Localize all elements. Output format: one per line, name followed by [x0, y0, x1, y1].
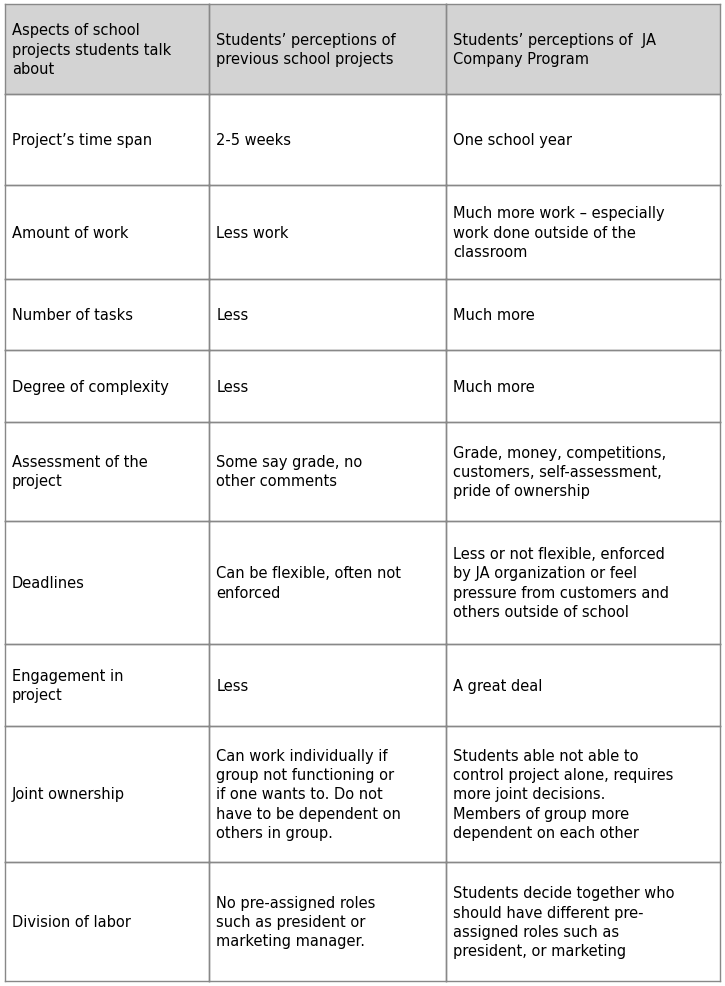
Text: Project’s time span: Project’s time span [12, 133, 152, 148]
Bar [5, 645, 209, 726]
Text: Less: Less [216, 677, 249, 693]
Bar [209, 422, 446, 522]
Text: Less: Less [216, 308, 249, 323]
Bar [5, 522, 209, 645]
Text: Can work individually if
group not functioning or
if one wants to. Do not
have t: Can work individually if group not funct… [216, 748, 401, 840]
Bar [446, 5, 720, 95]
Text: Less or not flexible, enforced
by JA organization or feel
pressure from customer: Less or not flexible, enforced by JA org… [453, 546, 669, 619]
Bar [446, 726, 720, 863]
Bar [446, 351, 720, 422]
Bar [209, 5, 446, 95]
Bar [209, 351, 446, 422]
Bar [5, 186, 209, 280]
Bar [209, 645, 446, 726]
Text: Amount of work: Amount of work [12, 226, 128, 241]
Text: No pre-assigned roles
such as president or
marketing manager.: No pre-assigned roles such as president … [216, 895, 376, 949]
Text: Joint ownership: Joint ownership [12, 787, 125, 802]
Bar [5, 422, 209, 522]
Text: A great deal: A great deal [453, 677, 542, 693]
Text: Aspects of school
projects students talk
about: Aspects of school projects students talk… [12, 24, 171, 77]
Text: Can be flexible, often not
enforced: Can be flexible, often not enforced [216, 566, 401, 600]
Text: 2-5 weeks: 2-5 weeks [216, 133, 291, 148]
Bar [446, 186, 720, 280]
Bar [446, 863, 720, 981]
Bar [209, 726, 446, 863]
Text: Division of labor: Division of labor [12, 914, 131, 929]
Text: Some say grade, no
other comments: Some say grade, no other comments [216, 455, 362, 489]
Bar [5, 95, 209, 186]
Bar [5, 863, 209, 981]
Text: Much more work – especially
work done outside of the
classroom: Much more work – especially work done ou… [453, 206, 664, 259]
Text: Much more: Much more [453, 308, 534, 323]
Bar [446, 95, 720, 186]
Text: Much more: Much more [453, 380, 534, 394]
Bar [209, 280, 446, 351]
Bar [209, 95, 446, 186]
Text: Less: Less [216, 380, 249, 394]
Bar [5, 280, 209, 351]
Bar [5, 726, 209, 863]
Text: Deadlines: Deadlines [12, 576, 85, 591]
Bar [5, 5, 209, 95]
Bar [5, 351, 209, 422]
Text: One school year: One school year [453, 133, 572, 148]
Text: Number of tasks: Number of tasks [12, 308, 133, 323]
Text: Grade, money, competitions,
customers, self-assessment,
pride of ownership: Grade, money, competitions, customers, s… [453, 445, 666, 498]
Text: Students able not able to
control project alone, requires
more joint decisions.
: Students able not able to control projec… [453, 748, 674, 840]
Bar [446, 422, 720, 522]
Text: Students’ perceptions of  JA
Company Program: Students’ perceptions of JA Company Prog… [453, 33, 656, 67]
Text: Students’ perceptions of
previous school projects: Students’ perceptions of previous school… [216, 33, 396, 67]
Bar [209, 186, 446, 280]
Bar [446, 645, 720, 726]
Text: Students decide together who
should have different pre-
assigned roles such as
p: Students decide together who should have… [453, 885, 674, 958]
Text: Assessment of the
project: Assessment of the project [12, 455, 148, 489]
Bar [209, 522, 446, 645]
Text: Engagement in
project: Engagement in project [12, 669, 123, 702]
Text: Degree of complexity: Degree of complexity [12, 380, 169, 394]
Bar [446, 522, 720, 645]
Text: Less work: Less work [216, 226, 289, 241]
Bar [209, 863, 446, 981]
Bar [446, 280, 720, 351]
